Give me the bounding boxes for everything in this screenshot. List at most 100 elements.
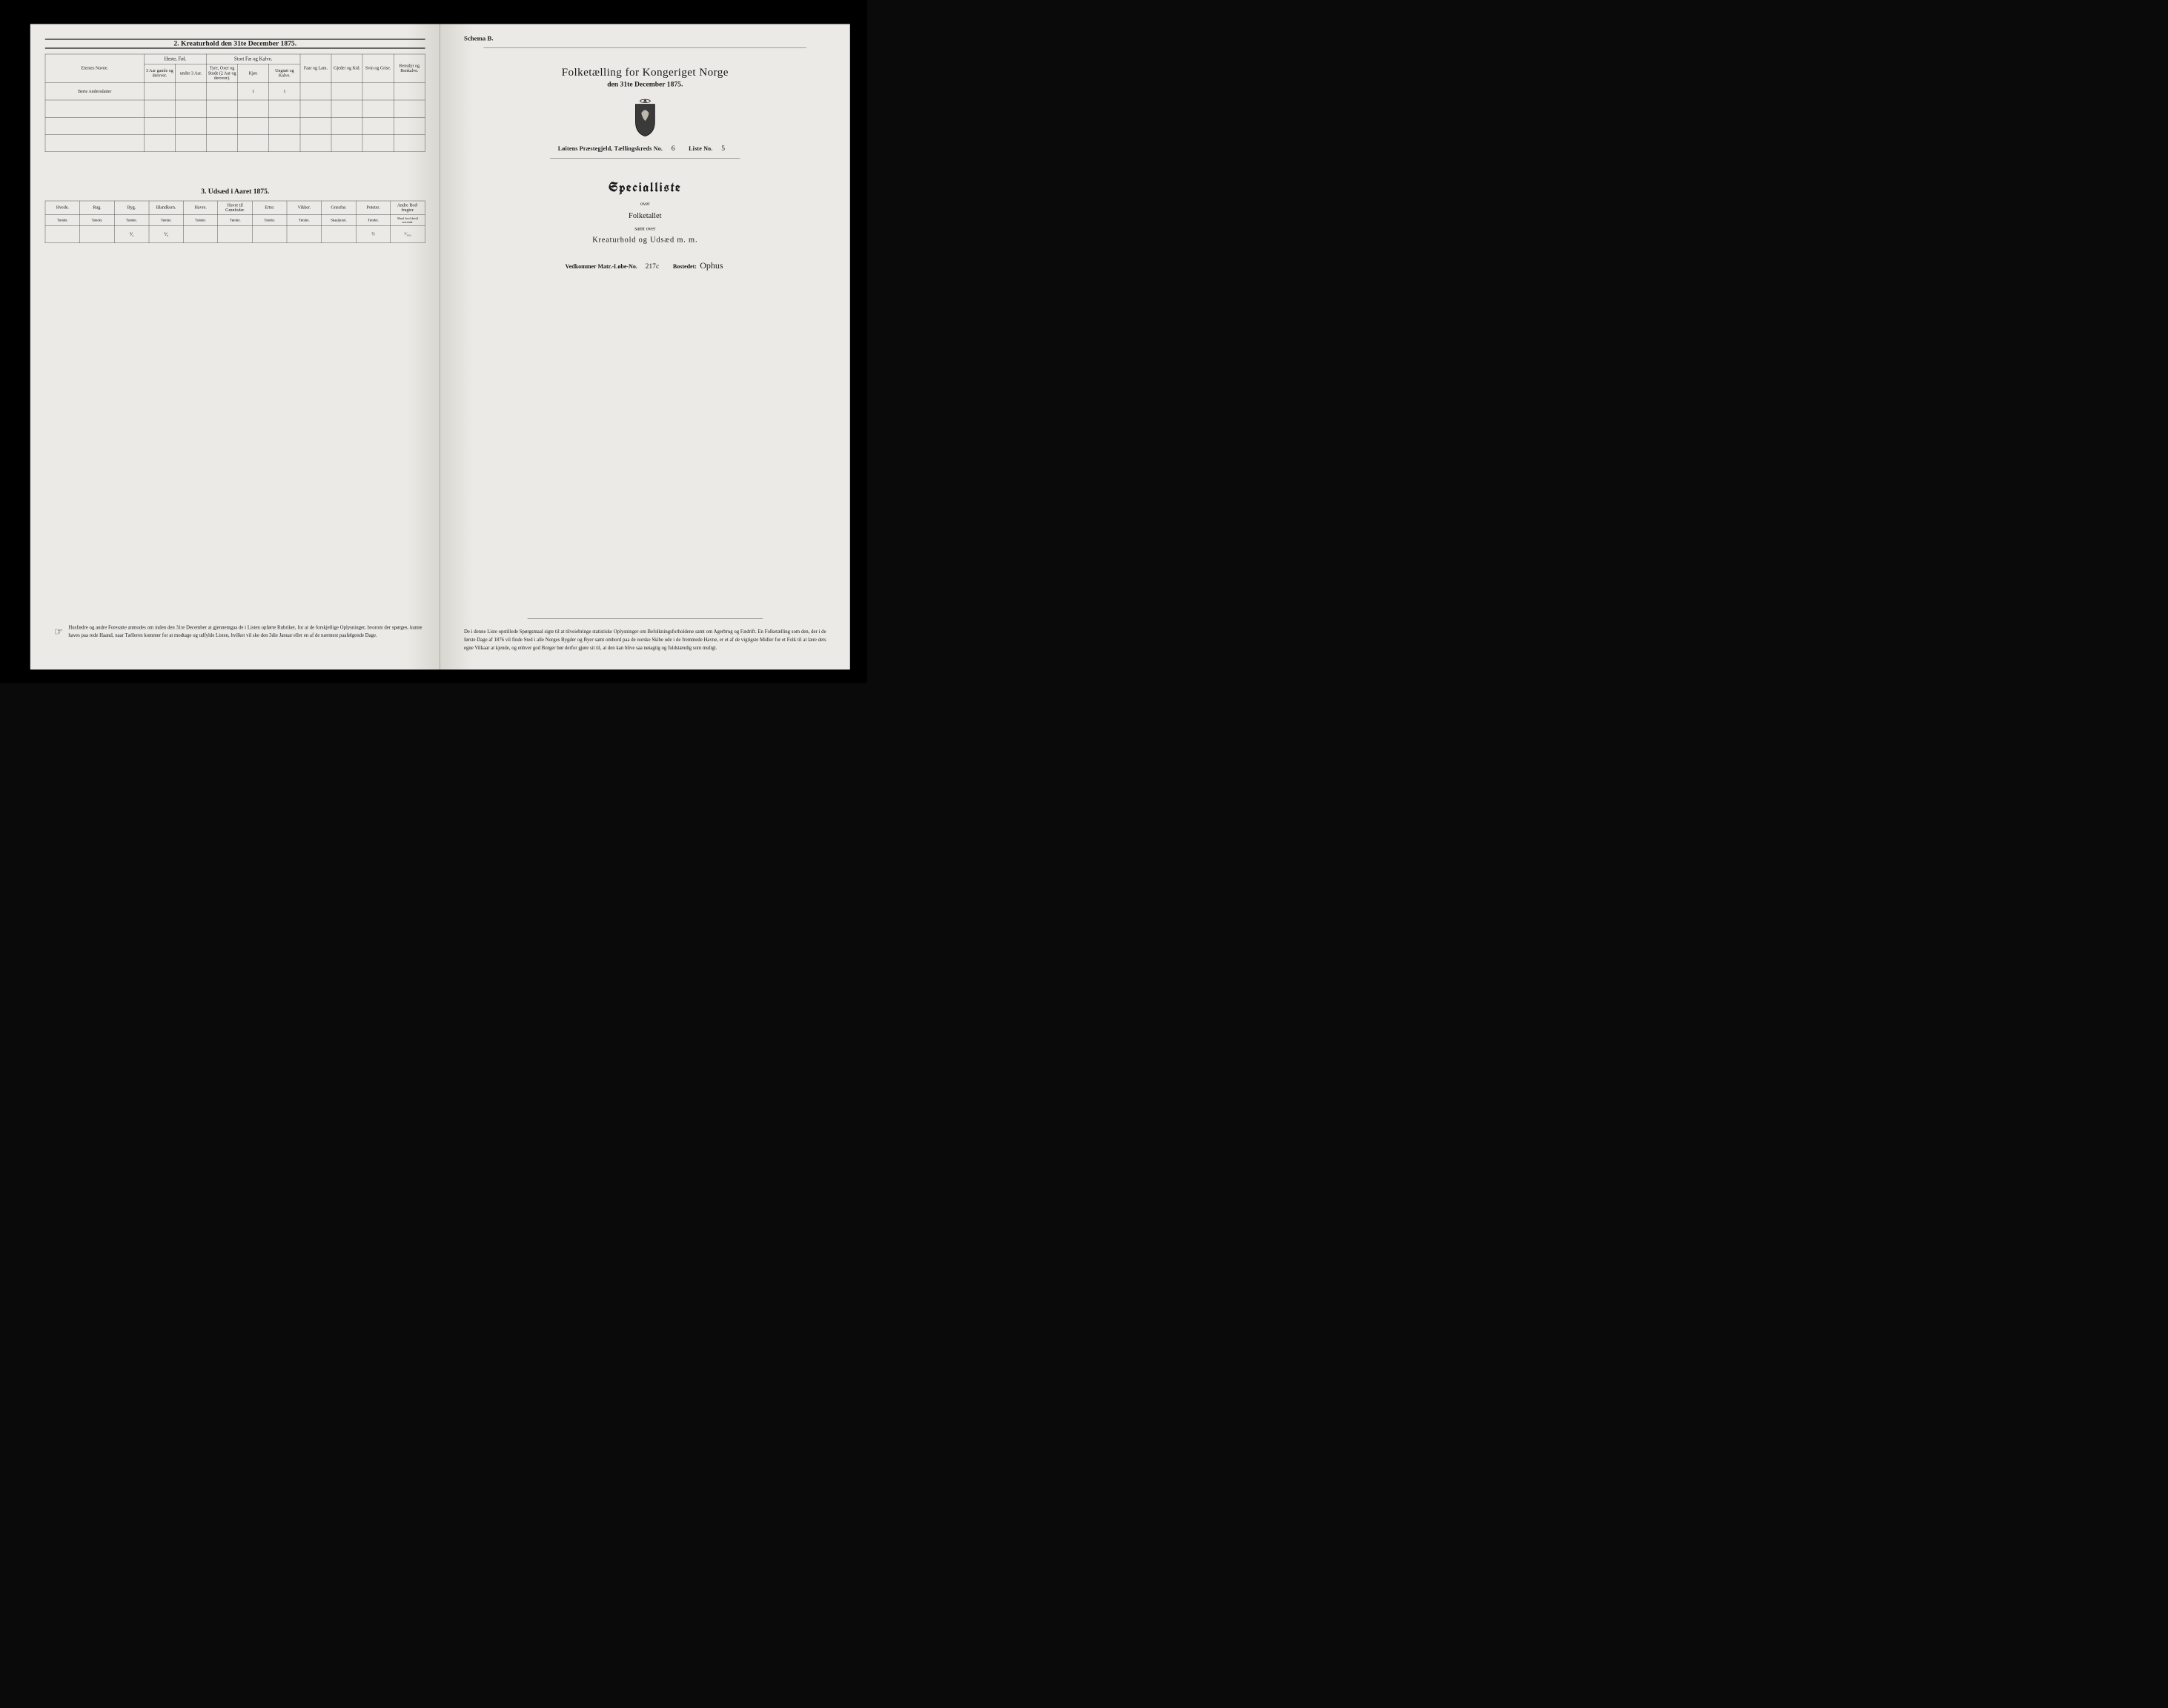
unit: Tønder. [114,215,149,226]
unit: Maal Jord dertil anvendt. [391,215,425,226]
unit: Tønder. [356,215,391,226]
cell [238,134,269,151]
table-row [45,100,425,117]
col-goats: Gjeder og Kid. [331,54,362,83]
col-roots: Andre Rod-frugter. [391,201,425,215]
unit: Tønder. [218,215,253,226]
col-horse-group: Heste, Føl. [144,54,206,64]
col-sheep: Faar og Lam. [300,54,331,83]
col-pigs: Svin og Grise. [362,54,394,83]
over-label: over [455,201,835,207]
section3-title: 3. Udsæd i Aaret 1875. [45,188,425,196]
col-cattle-cows: Kjør. [238,64,269,83]
table-row: ⅟₄ ⅟₆ ½ ²⁄₁₀₀ [45,225,425,242]
cell [144,134,175,151]
cell [144,100,175,117]
cell [394,83,425,100]
cell [269,134,300,151]
cell [207,100,238,117]
right-page: Schema B. Folketælling for Kongeriget No… [440,24,850,669]
cell [144,117,175,134]
cell: 1 [238,83,269,100]
unit: Tønder. [287,215,322,226]
cell: ⅟₆ [149,225,184,242]
vedkommer-line: Vedkommer Matr.-Løbe-No. 217c Bostedet: … [455,260,835,271]
cell: 1 [269,83,300,100]
cell [45,100,144,117]
cell [175,83,206,100]
parish-line: Løitens Præstegjeld, Tællingskreds No. 6… [455,145,835,153]
unit: Tønder. [45,215,80,226]
main-title: Folketælling for Kongeriget Norge [455,65,835,79]
col-barley: Byg. [114,201,149,215]
cell [287,225,322,242]
cell [207,83,238,100]
cell [175,134,206,151]
cell [238,100,269,117]
col-cattle-young: Ungnøt og Kalve. [269,64,300,83]
cell [253,225,288,242]
section2-table: Eiernes Navne. Heste, Føl. Stort Fæ og K… [45,54,425,152]
cell [80,225,115,242]
cell [300,134,331,151]
cell [394,117,425,134]
cell [175,100,206,117]
cell [144,83,175,100]
cell [269,117,300,134]
liste-no: 5 [715,145,732,153]
unit: Skaalpund. [322,215,357,226]
col-grass-seed: Græsfrø. [322,201,357,215]
table-row [45,117,425,134]
unit: Tønder. [253,215,288,226]
cell [322,225,357,242]
bottom-note-text: De i denne Liste opstillede Spørgsmaal s… [464,629,826,650]
cell [331,117,362,134]
section2-title: 2. Kreaturhold den 31te December 1875. [45,39,425,48]
cell [218,225,253,242]
cell: ½ [356,225,391,242]
cell [45,134,144,151]
col-oats-green: Havre til Grønfoder. [218,201,253,215]
col-peas: Erter. [253,201,288,215]
scan-frame: 2. Kreaturhold den 31te December 1875. E… [0,0,867,683]
table-row: Berte Andersdatter 1 1 [45,83,425,100]
unit: Tønder. [80,215,115,226]
section3-table: Hvede. Rug. Byg. Blandkorn. Havre. Havre… [45,201,425,243]
col-owner: Eiernes Navne. [45,54,144,83]
cell [269,100,300,117]
cell-owner: Berte Andersdatter [45,83,144,100]
cell [394,100,425,117]
cell [331,83,362,100]
unit: Tønder. [183,215,218,226]
cell: ²⁄₁₀₀ [391,225,425,242]
specialliste-heading: Specialliste [455,179,835,196]
folketallet-label: Folketallet [455,211,835,220]
kreds-no: 6 [664,145,682,153]
vedkommer-label: Vedkommer Matr.-Løbe-No. [566,263,637,270]
cell [238,117,269,134]
col-rye: Rug. [80,201,115,215]
col-potatoes: Poteter. [356,201,391,215]
cell [394,134,425,151]
bostedet-label: Bostedet: [673,263,697,270]
document-spread: 2. Kreaturhold den 31te December 1875. E… [30,24,850,669]
pointing-hand-icon: ☞ [54,624,63,640]
col-cattle-group: Stort Fæ og Kalve. [207,54,300,64]
matr-no: 217c [639,262,666,271]
coat-of-arms-icon [629,97,661,139]
sub-title: den 31te December 1875. [455,80,835,88]
cell [175,117,206,134]
schema-label: Schema B. [464,34,835,42]
liste-label: Liste No. [689,145,712,152]
cell [362,134,394,151]
col-horse-old: 3 Aar gamle og derover. [144,64,175,83]
cell [362,117,394,134]
footnote-left: ☞ Husfædre og andre Foresatte anmodes om… [54,623,422,640]
cell [300,117,331,134]
cell [207,117,238,134]
bottom-note: De i denne Liste opstillede Spørgsmaal s… [464,618,826,652]
cell [331,134,362,151]
col-reindeer: Rensdyr og Renkalve. [394,54,425,83]
parish-prefix: Løitens Præstegjeld, Tællingskreds No. [558,145,663,152]
table-row [45,134,425,151]
